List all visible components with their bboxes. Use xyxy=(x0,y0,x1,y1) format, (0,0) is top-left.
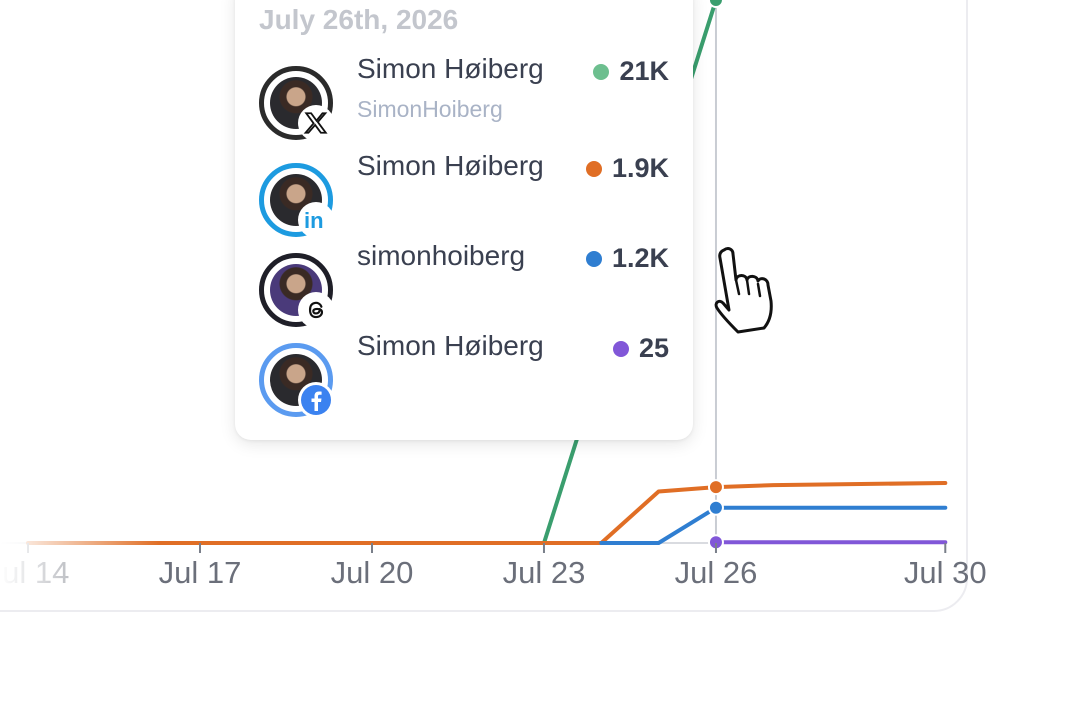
data-point-threads xyxy=(707,499,724,516)
threads-logo-icon xyxy=(298,292,334,328)
avatar xyxy=(259,253,334,328)
legend-dot xyxy=(585,160,602,177)
x-tick-label: Jul 17 xyxy=(159,555,242,590)
hand-pointer-icon xyxy=(704,244,788,345)
account-handle: SimonHoiberg xyxy=(357,96,503,122)
tooltip-date: July 26th, 2026 xyxy=(259,4,459,35)
avatar xyxy=(259,343,334,418)
legend-dot xyxy=(612,340,629,357)
data-point-linkedin xyxy=(707,479,724,496)
legend-dot xyxy=(585,250,602,267)
facebook-logo-icon xyxy=(298,382,334,418)
series-line-linkedin xyxy=(26,481,948,545)
x-tick-label: Jul 23 xyxy=(503,555,586,590)
account-name: Simon Høiberg xyxy=(357,150,544,181)
linkedin-logo-icon: in xyxy=(298,202,334,238)
x-tick-label: Jul 20 xyxy=(331,555,414,590)
svg-text:in: in xyxy=(304,208,324,233)
account-value: 1.9K xyxy=(585,153,669,184)
data-point-x xyxy=(707,0,724,8)
account-value: 21K xyxy=(593,56,669,87)
account-value: 1.2K xyxy=(585,243,669,274)
series-line-threads xyxy=(599,505,948,545)
account-name: Simon Høiberg xyxy=(357,53,544,84)
avatar: in xyxy=(259,163,334,238)
x-logo-icon xyxy=(298,105,334,141)
avatar xyxy=(259,66,334,141)
account-name: Simon Høiberg xyxy=(357,330,544,361)
x-tick-label: Jul 26 xyxy=(675,555,758,590)
chart-tooltip: July 26th, 2026 Simon Høiberg SimonHoibe… xyxy=(235,0,693,440)
legend-dot xyxy=(593,63,610,80)
account-name: simonhoiberg xyxy=(357,240,526,271)
x-tick-label: Jul 30 xyxy=(904,555,987,590)
account-value: 25 xyxy=(612,333,669,364)
